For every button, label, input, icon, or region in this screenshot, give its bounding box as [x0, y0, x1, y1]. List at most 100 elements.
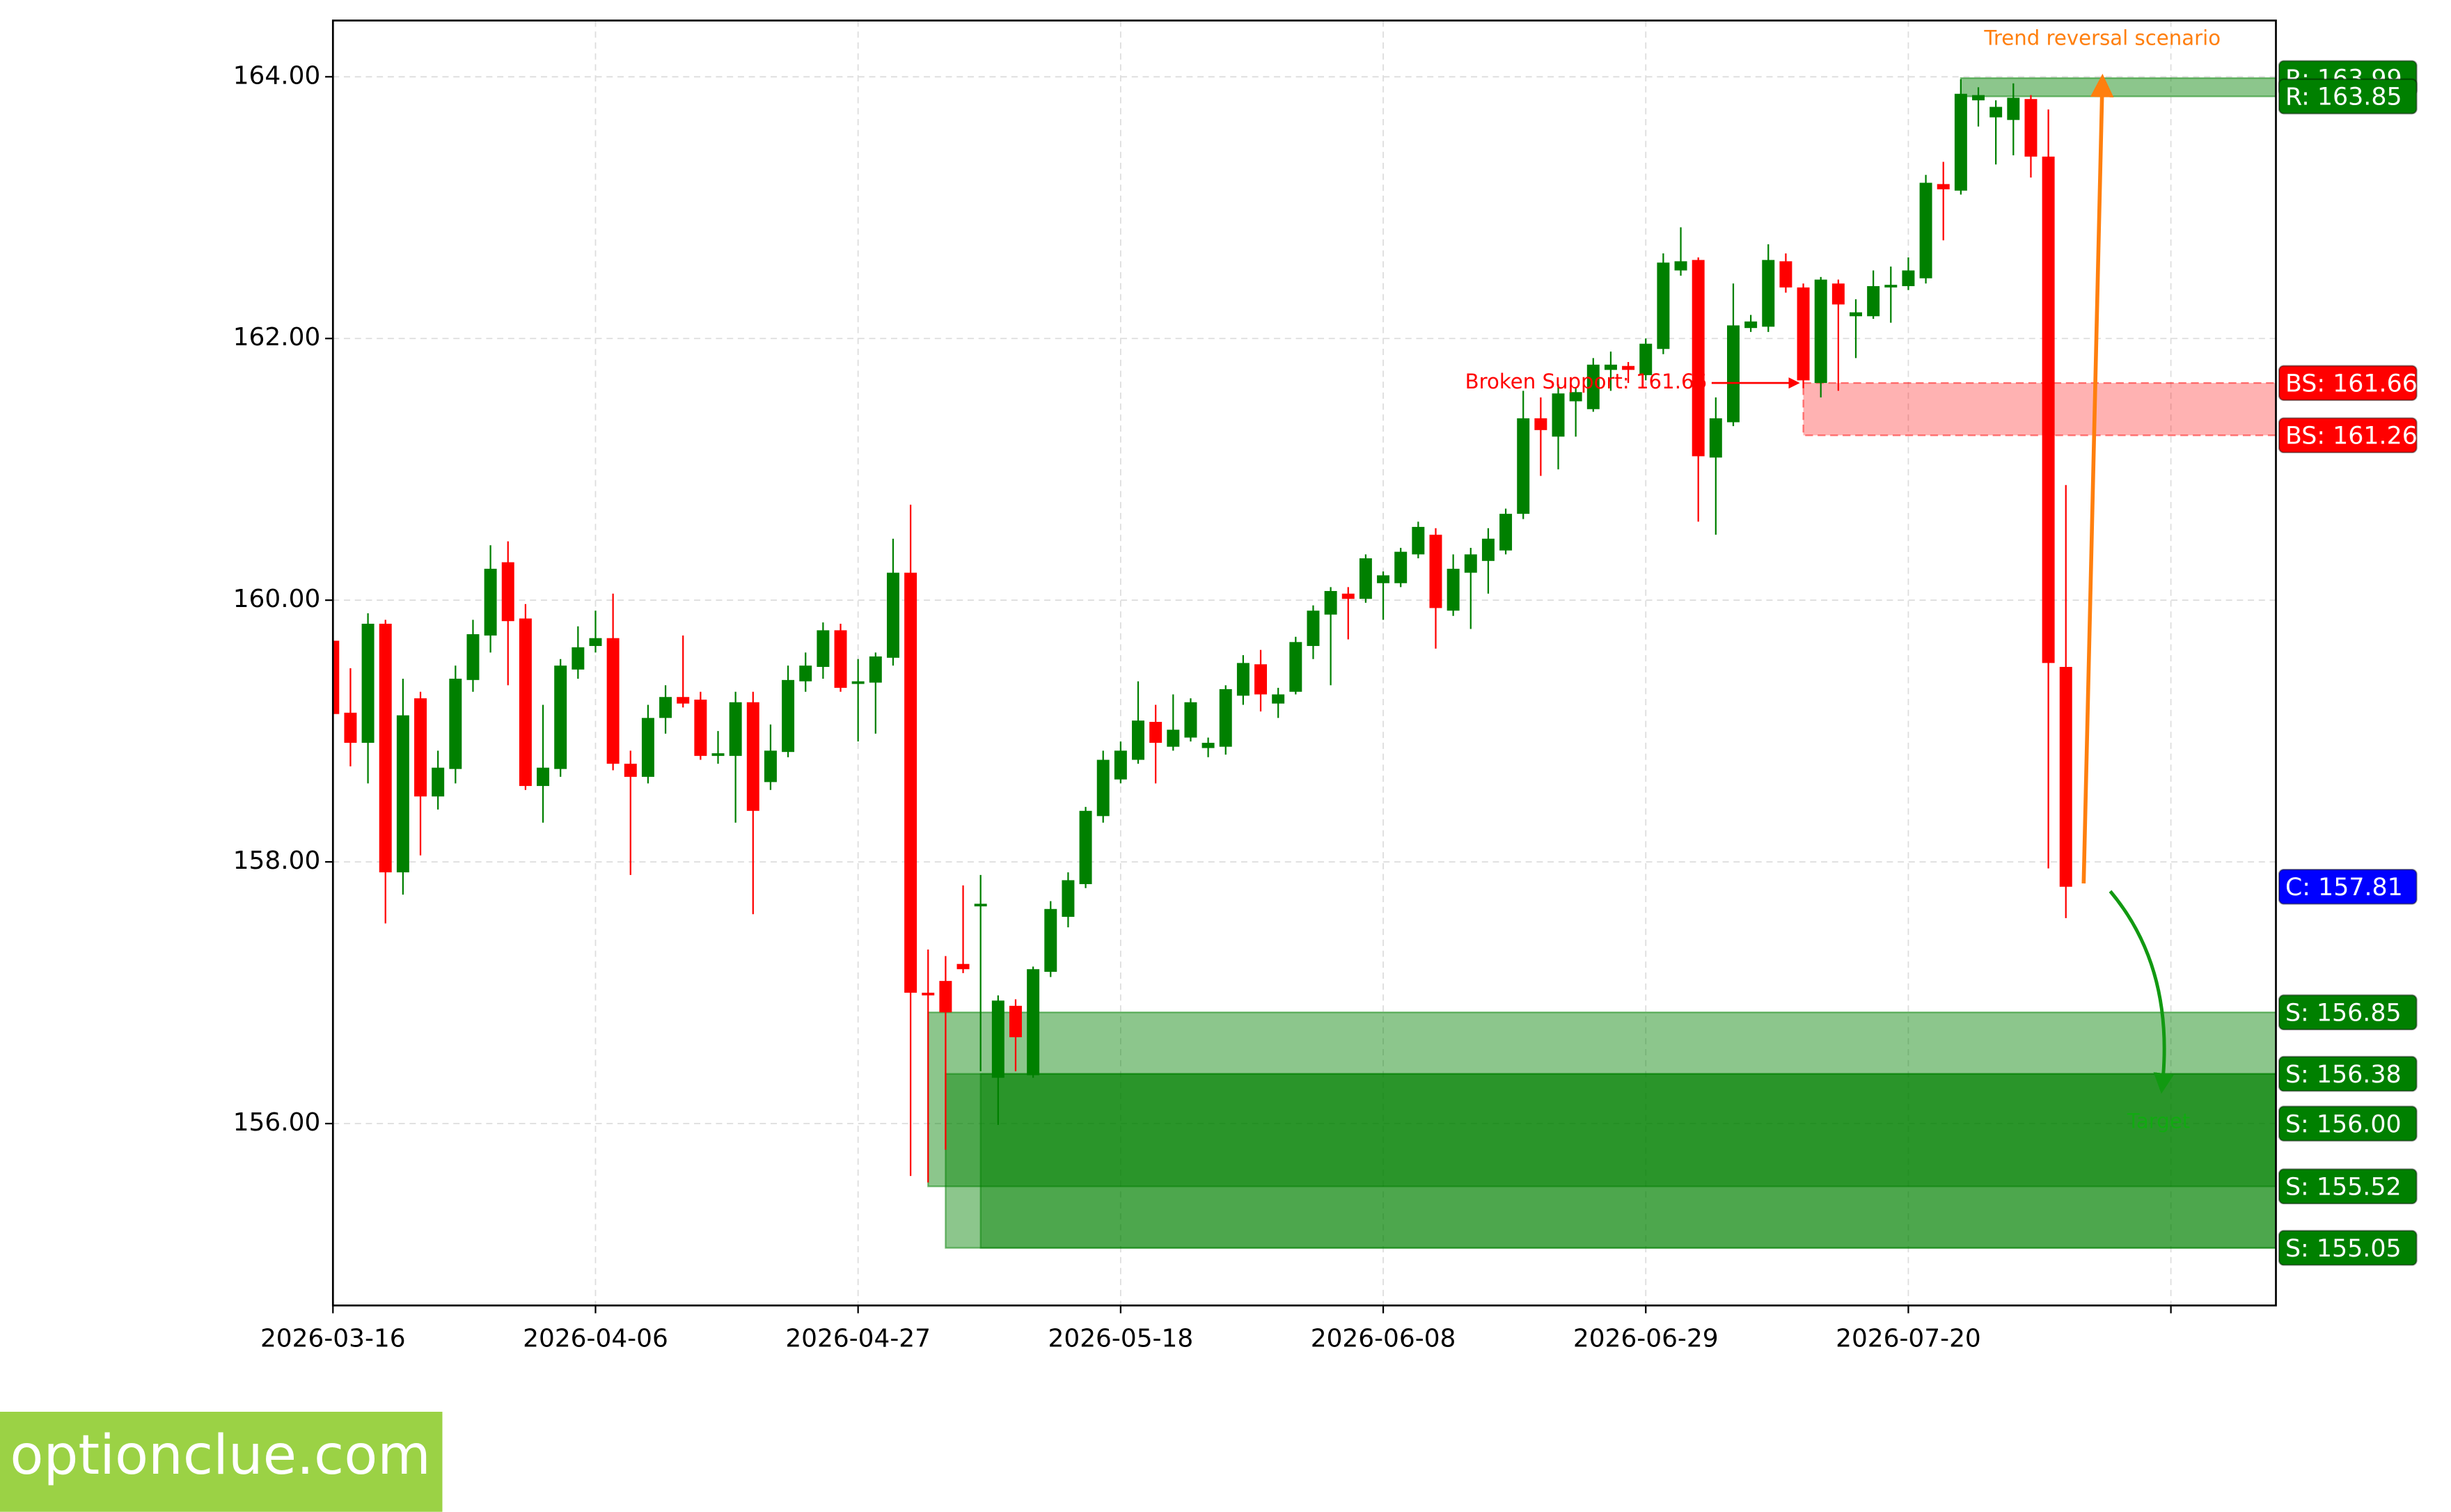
candle-body	[711, 753, 725, 756]
candle-body	[1937, 184, 1950, 189]
candle-body	[1307, 611, 1320, 646]
x-tick-label: 2026-07-20	[1836, 1325, 1981, 1353]
annotation: Broken Support: 161.66	[1465, 370, 1707, 393]
candle-body	[1762, 260, 1775, 327]
y-tick-label: 158.00	[233, 846, 321, 875]
candle-body	[484, 569, 497, 636]
candle-body	[589, 638, 602, 646]
candle-body	[1639, 343, 1653, 375]
candle-body	[2042, 156, 2055, 663]
candle-body	[1394, 551, 1408, 583]
level-label: S: 155.05	[2285, 1235, 2402, 1263]
candle-body	[764, 750, 777, 782]
candle-body	[641, 718, 654, 777]
candle-body	[1377, 575, 1390, 583]
candle-body	[1657, 262, 1670, 349]
candle-body	[1709, 418, 1722, 458]
candle-body	[1850, 312, 1862, 317]
y-tick-label: 156.00	[233, 1108, 321, 1137]
plot	[333, 77, 2276, 1249]
candle-body	[1779, 261, 1792, 288]
candle-body	[501, 562, 514, 622]
level-label: S: 156.85	[2285, 1000, 2402, 1027]
x-tick-label: 2026-04-06	[523, 1325, 668, 1353]
candle-body	[1552, 393, 1565, 437]
zone	[979, 1073, 2276, 1249]
candle-body	[1867, 286, 1880, 317]
candle-body	[869, 656, 882, 683]
level-label-box	[2278, 1105, 2418, 1142]
candle-body	[659, 697, 672, 718]
y-tick-label: 162.00	[233, 323, 321, 352]
candle-body	[1289, 642, 1302, 692]
candle-body	[1114, 750, 1127, 780]
y-tick-label: 164.00	[233, 61, 321, 90]
candle-body	[1744, 321, 1758, 329]
candle-body	[1412, 526, 1425, 555]
candle-body	[1622, 365, 1635, 370]
candle-body	[1586, 364, 1600, 409]
candle-body	[974, 904, 987, 907]
candle-body	[1692, 260, 1705, 457]
watermark: optionclue.com	[10, 1423, 430, 1487]
x-tick-label: 2026-06-08	[1311, 1325, 1456, 1353]
candle-body	[572, 647, 585, 670]
candle-body	[1569, 392, 1582, 402]
candle-body	[817, 630, 830, 668]
candle-body	[1989, 107, 2003, 118]
candle-body	[1464, 554, 1477, 573]
candle-body	[1044, 908, 1057, 972]
x-tick-label: 2026-05-18	[1048, 1325, 1194, 1353]
zone	[1960, 77, 2276, 97]
candle-body	[729, 702, 742, 756]
candle-body	[449, 678, 462, 769]
annotation: Target	[2127, 1110, 2190, 1133]
candle-body	[361, 624, 375, 743]
level-label-box	[2278, 365, 2418, 401]
candle-body	[886, 572, 899, 658]
candle-body	[1447, 569, 1460, 611]
watermark-box	[0, 1412, 443, 1512]
candle-body	[606, 638, 620, 764]
candle-body	[2024, 99, 2038, 157]
candle-body	[1499, 514, 1513, 551]
candle-body	[344, 712, 357, 743]
candle-body	[991, 1000, 1004, 1078]
candle-body	[1517, 418, 1530, 514]
candle-body	[333, 640, 340, 714]
candle-body	[1604, 364, 1617, 370]
candle-body	[1884, 285, 1898, 288]
candle-body	[1219, 688, 1232, 747]
candle-body	[782, 679, 795, 753]
level-label: S: 156.38	[2285, 1061, 2402, 1089]
level-label-box	[2278, 78, 2418, 115]
level-label: C: 157.81	[2285, 874, 2403, 901]
candle-body	[1341, 593, 1355, 599]
candle-body	[851, 681, 865, 684]
y-tick-label: 160.00	[233, 585, 321, 613]
candle-body	[379, 624, 392, 873]
candle-body	[1062, 880, 1075, 918]
candle-body	[1167, 730, 1180, 747]
level-label-box	[2278, 1055, 2418, 1092]
candle-body	[799, 666, 812, 682]
candle-body	[1079, 810, 1092, 885]
candle-body	[746, 702, 759, 811]
candle-body	[922, 993, 935, 995]
zone	[945, 1073, 2276, 1249]
candle-body	[414, 698, 427, 797]
x-tick-label: 2026-04-27	[785, 1325, 931, 1353]
candle-body	[2059, 667, 2072, 887]
candle-body	[624, 764, 637, 777]
level-label: R: 163.85	[2285, 84, 2402, 111]
candle-body	[1919, 182, 1932, 278]
candle-body	[554, 666, 567, 769]
zone	[1802, 382, 2276, 436]
candle-body	[1814, 279, 1827, 384]
annotation-arrow	[2081, 73, 2114, 884]
level-label: BS: 161.26	[2285, 423, 2418, 450]
candle-body	[2007, 97, 2020, 120]
candle-body	[677, 697, 690, 704]
candle-body	[1236, 663, 1250, 696]
level-label-box	[2278, 1168, 2418, 1205]
